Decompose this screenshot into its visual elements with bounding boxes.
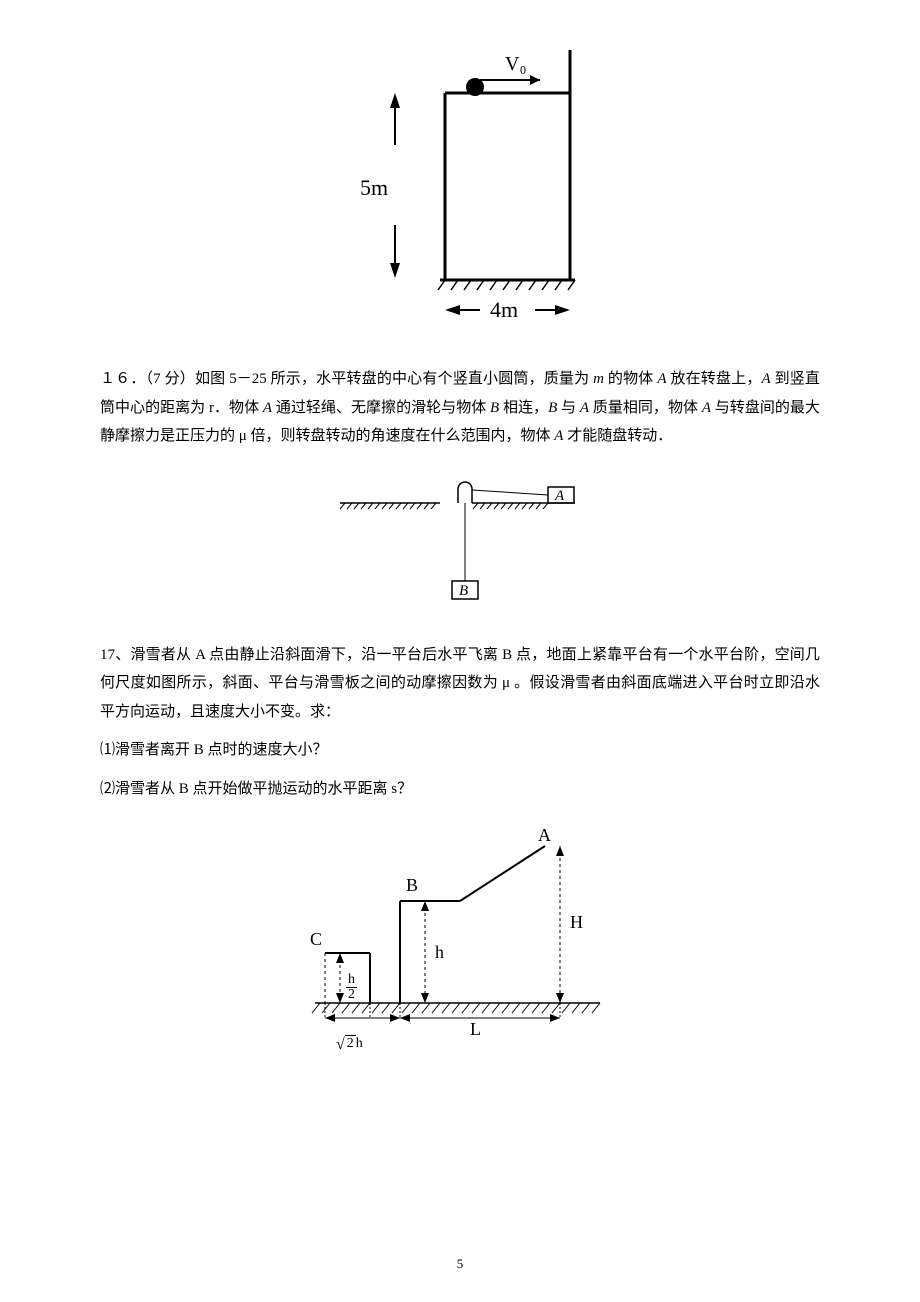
page-number: 5 [0,1256,920,1272]
q16-points: （7 分） [146,371,195,387]
q16-m: m [593,371,604,387]
figure-1: V₀ 5m 4m [100,50,820,335]
q16-A2: A [762,371,771,387]
fig3-h-label: h [435,942,444,962]
question-17-main: 17、滑雪者从 A 点由静止沿斜面滑下，沿一平台后水平飞离 B 点，地面上紧靠平… [100,641,820,727]
fig3-svg: A B C H h L [290,813,630,1043]
q17-text: 滑雪者从 A 点由静止沿斜面滑下，沿一平台后水平飞离 B 点，地面上紧靠平台有一… [100,647,820,720]
question-16: １６．（7 分）如图 5－25 所示，水平转盘的中心有个竖直小圆筒，质量为 m … [100,365,820,451]
fig3-B-label: B [406,875,418,895]
fig3-L-label: L [470,1019,481,1039]
q16-B2: B [548,400,557,416]
q16-B1: B [490,400,499,416]
fig3-sqrt2h-label: √2h [336,1035,363,1054]
q16-t1: 如图 5－25 所示，水平转盘的中心有个竖直小圆筒，质量为 [195,371,593,387]
q16-t7: 与 [557,400,580,416]
fig2-A-label: A [554,488,565,504]
q16-A1: A [657,371,666,387]
figure-3: A B C H h L [100,813,820,1048]
q16-t8: 质量相同，物体 [589,400,702,416]
q16-t6: 相连， [499,400,548,416]
q16-number: １６． [100,371,146,387]
q16-A5: A [702,400,711,416]
figure-2: A B [100,481,820,616]
question-17-sub1: ⑴滑雪者离开 B 点时的速度大小？ [100,736,820,765]
fig1-4m-label: 4m [490,297,518,322]
fig3-C-label: C [310,929,322,949]
fig2-svg: A B [330,481,590,611]
q16-t10: 才能随盘转动． [563,428,672,444]
q16-A3: A [263,400,272,416]
fig3-H-label: H [570,912,583,932]
q16-t3: 放在转盘上， [667,371,762,387]
q17-number: 17、 [100,647,130,663]
question-17-sub2: ⑵滑雪者从 B 点开始做平抛运动的水平距离 s？ [100,775,820,804]
fig2-B-label: B [459,583,468,599]
fig3-A-label: A [538,825,551,845]
q16-t5: 通过轻绳、无摩擦的滑轮与物体 [272,400,490,416]
q16-t2: 的物体 [604,371,657,387]
fig3-h2-label: h2 [346,973,357,1002]
q16-A4: A [580,400,589,416]
fig1-5m-label: 5m [360,175,388,200]
fig1-svg: V₀ 5m 4m [330,50,590,330]
fig1-v0-label: V₀ [505,53,526,75]
